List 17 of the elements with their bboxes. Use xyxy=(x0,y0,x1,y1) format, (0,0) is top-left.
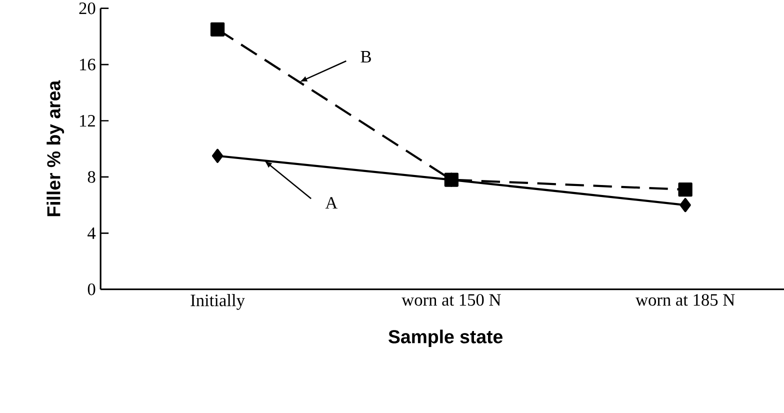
point xyxy=(678,182,692,197)
y-tick-label: 8 xyxy=(88,171,96,183)
x-tick-label: worn at 150 N xyxy=(402,294,501,306)
point xyxy=(212,148,224,163)
y-tick-label: 4 xyxy=(88,227,96,239)
x-tick-label: worn at 185 N xyxy=(636,294,735,306)
x-tick-label: Initially xyxy=(190,294,245,310)
point xyxy=(210,22,225,36)
y-axis-title: Filler % by area xyxy=(46,80,64,216)
x-axis-title: Sample state xyxy=(388,330,502,348)
y-tick-label: 12 xyxy=(80,115,95,126)
y-tick-label: 16 xyxy=(80,58,96,70)
y-tick-label: 0 xyxy=(88,284,96,296)
series-label: A xyxy=(325,197,338,209)
text: B xyxy=(360,51,371,62)
point xyxy=(680,198,691,212)
y-tick-label: 20 xyxy=(79,2,96,14)
